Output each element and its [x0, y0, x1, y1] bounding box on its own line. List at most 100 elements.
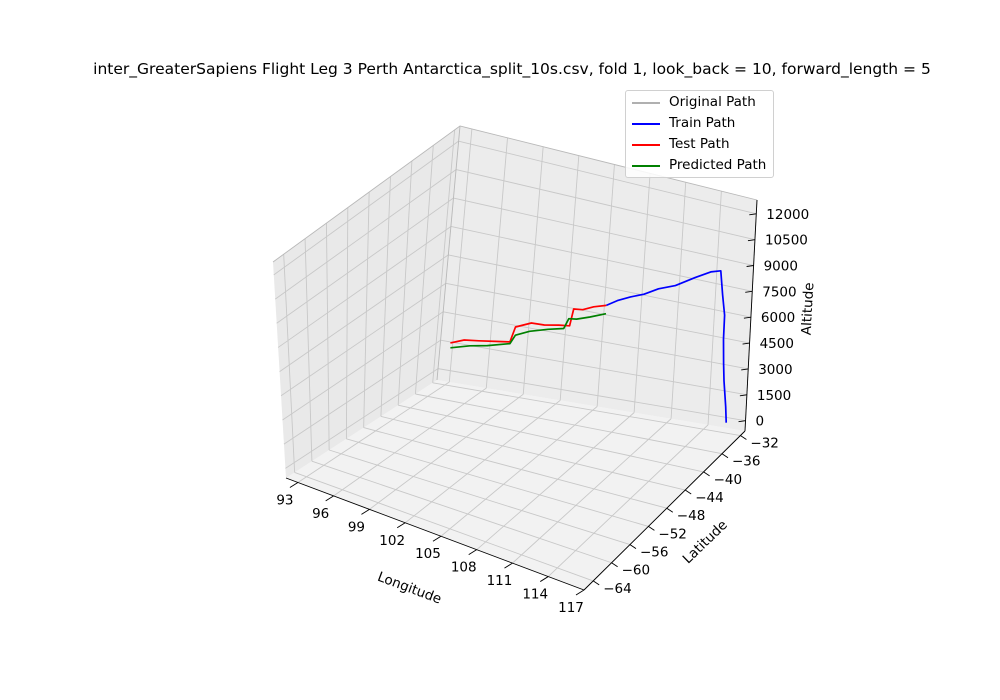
y-tick-label: −64 [603, 581, 632, 597]
grid-line-z-back [443, 311, 749, 370]
z-tick-mark [739, 394, 747, 397]
grid-line-z-left [285, 368, 439, 469]
y-tick-label: −52 [658, 526, 687, 542]
legend: Original Path Train Path Test Path Predi… [625, 90, 774, 178]
y-tick-mark [684, 489, 692, 495]
grid-line-y-left [414, 145, 434, 395]
grid-line-z-left [283, 339, 441, 445]
grid-line-z-back [450, 226, 753, 292]
x-axis-line [285, 477, 585, 591]
grid-line-z-back [455, 169, 756, 241]
grid-line-x-floor [440, 406, 598, 537]
grid-line-z-back [448, 254, 752, 318]
y-tick-mark [629, 544, 637, 549]
grid-line-x-floor [547, 424, 709, 577]
grid-line-y-floor [294, 471, 594, 582]
grid-line-y-left [363, 192, 370, 428]
legend-swatch-original [632, 102, 660, 104]
legend-label-original: Original Path [669, 94, 756, 110]
x-axis-label: Longitude [375, 569, 443, 608]
grid-line-y-floor [329, 449, 631, 546]
x-tick-mark [396, 522, 406, 529]
legend-label-predicted: Predicted Path [669, 157, 767, 173]
y-tick-label: −60 [622, 563, 651, 579]
legend-swatch-predicted [632, 165, 660, 167]
y-tick-mark [611, 562, 618, 568]
z-tick-mark [745, 290, 753, 293]
pane-edge-corner [436, 125, 461, 381]
legend-label-test: Test Path [669, 136, 730, 152]
z-tick-label: 4500 [760, 336, 794, 352]
grid-line-z-back [437, 368, 746, 422]
grid-line-x-floor [297, 381, 450, 483]
grid-line-z-left [276, 197, 454, 324]
y-axis-label: Latitude [680, 517, 731, 567]
z-tick-label: 0 [756, 414, 765, 430]
grid-line-y-left [304, 238, 313, 462]
x-tick-mark [432, 535, 442, 542]
grid-line-z-left [277, 226, 452, 348]
x-tick-mark [468, 549, 477, 556]
z-tick-label: 12000 [766, 207, 809, 223]
x-tick-mark [325, 495, 334, 502]
y-tick-label: −56 [640, 545, 669, 561]
legend-swatch-train [632, 123, 660, 125]
z-tick-label: 9000 [764, 259, 798, 275]
grid-line-y-left [325, 223, 330, 451]
legend-item-original: Original Path [626, 93, 775, 113]
grid-line-x-back [559, 155, 580, 401]
x-tick-label: 108 [451, 560, 477, 576]
x-tick-mark [540, 576, 549, 582]
x-tick-label: 114 [522, 587, 548, 603]
grid-line-z-left [274, 169, 457, 300]
y-tick-mark [703, 471, 710, 477]
x-tick-mark [504, 562, 513, 569]
z-tick-label: 10500 [765, 233, 808, 249]
x-tick-label: 96 [312, 506, 329, 522]
grid-line-y-floor [432, 382, 741, 436]
x-tick-label: 117 [558, 600, 584, 616]
grid-line-y-left [345, 207, 349, 439]
grid-line-x-floor [512, 418, 672, 564]
legend-label-train: Train Path [669, 115, 736, 131]
z-tick-mark [743, 316, 751, 319]
grid-line-y-floor [398, 404, 704, 473]
grid-line-y-floor [380, 415, 686, 491]
y-tick-label: −44 [695, 490, 724, 506]
grid-line-y-left [397, 160, 413, 406]
z-tick-label: 1500 [757, 388, 791, 404]
z-tick-label: 3000 [758, 362, 792, 378]
y-tick-mark [592, 580, 600, 586]
grid-line-x-back [707, 191, 722, 425]
grid-line-y-floor [415, 393, 723, 455]
series-test-path [450, 304, 607, 344]
grid-line-x-floor [404, 400, 561, 524]
pane-floor [286, 380, 745, 590]
grid-line-x-floor [369, 393, 524, 510]
grid-line-y-left [283, 254, 296, 473]
x-tick-mark [361, 508, 370, 515]
grid-line-x-back [485, 137, 508, 389]
z-tick-mark [749, 213, 757, 216]
grid-line-x-floor [476, 412, 635, 551]
x-tick-label: 99 [348, 519, 365, 535]
grid-line-y-left [432, 129, 456, 383]
x-tick-label: 111 [487, 573, 513, 589]
y-tick-mark [721, 453, 729, 459]
grid-line-x-back [522, 146, 544, 395]
legend-item-train: Train Path [626, 114, 775, 134]
grid-line-x-back [633, 173, 651, 413]
legend-item-predicted: Predicted Path [626, 156, 775, 176]
x-tick-label: 105 [415, 546, 441, 562]
grid-line-x-back [670, 182, 687, 419]
x-tick-label: 102 [379, 533, 405, 549]
pane-back [437, 126, 757, 431]
z-axis-label: Altitude [799, 282, 818, 336]
legend-swatch-test [632, 144, 660, 146]
legend-item-test: Test Path [626, 135, 775, 155]
grid-line-z-left [282, 311, 444, 421]
y-tick-label: −40 [714, 472, 743, 488]
z-tick-label: 6000 [761, 310, 795, 326]
z-tick-label: 7500 [762, 284, 796, 300]
grid-line-z-left [279, 254, 449, 372]
